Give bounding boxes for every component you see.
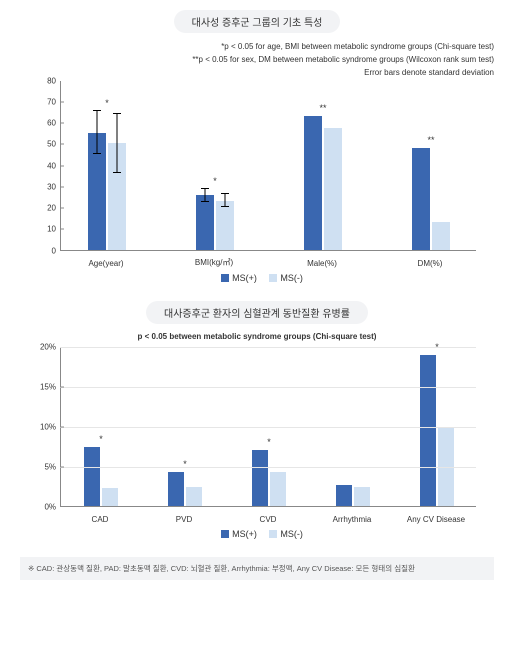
chart1-caption-1: *p < 0.05 for age, BMI between metabolic…: [20, 41, 494, 52]
error-bar: [117, 114, 118, 174]
ytick-label: 20: [30, 204, 56, 213]
xlabel: Male(%): [307, 259, 337, 268]
xlabel: DM(%): [418, 259, 443, 268]
legend-swatch-msplus: [221, 274, 229, 282]
bar: [304, 116, 322, 250]
bar: [252, 450, 268, 506]
gridline: [60, 427, 476, 428]
ytick-label: 10: [30, 225, 56, 234]
chart1-caption-2: **p < 0.05 for sex, DM between metabolic…: [20, 54, 494, 65]
error-bar: [97, 111, 98, 154]
ytick-label: 50: [30, 140, 56, 149]
legend-label-msminus: MS(-): [280, 273, 303, 283]
chart1-legend: MS(+) MS(-): [20, 273, 494, 283]
legend-swatch-msplus-2: [221, 530, 229, 538]
chart1-caption-3: Error bars denote standard deviation: [20, 67, 494, 78]
ytick-label: 0%: [30, 502, 56, 511]
ytick-label: 80: [30, 76, 56, 85]
significance-marker: **: [427, 135, 434, 145]
significance-marker: *: [267, 437, 271, 447]
ytick-label: 10%: [30, 422, 56, 431]
ytick-label: 40: [30, 161, 56, 170]
bar: [186, 487, 202, 505]
ytick-label: 15%: [30, 382, 56, 391]
ytick-label: 60: [30, 119, 56, 128]
bar: [336, 485, 352, 506]
legend-label-msplus-2: MS(+): [232, 529, 257, 539]
bar: [102, 488, 118, 506]
bar: [354, 487, 370, 505]
bar: [412, 148, 430, 250]
bar: [270, 472, 286, 506]
legend-label-msminus-2: MS(-): [280, 529, 303, 539]
legend-swatch-msminus-2: [269, 530, 277, 538]
chart2-caption: p < 0.05 between metabolic syndrome grou…: [20, 332, 494, 341]
ytick-label: 0: [30, 246, 56, 255]
bar: [84, 447, 100, 505]
legend-swatch-msminus: [269, 274, 277, 282]
bar: [196, 195, 214, 249]
chart2-xlabels: CAD PVD CVD Arrhythmia Any CV Disease: [60, 507, 476, 527]
bar: [168, 472, 184, 506]
bar: [420, 355, 436, 505]
xlabel: Arrhythmia: [333, 515, 372, 524]
xlabel: PVD: [176, 515, 192, 524]
footnote: ※ CAD: 관상동맥 질환, PAD: 말초동맥 질환, CVD: 뇌혈관 질…: [20, 557, 494, 580]
chart2-area: **** CADPVDCVDArrhythmiaAny CV Disease 0…: [30, 347, 484, 527]
significance-marker: **: [319, 103, 326, 113]
chart1-plot: ******: [60, 81, 476, 251]
chart1-xlabels: Age(year) BMI(kg/㎡) Male(%) DM(%): [60, 251, 476, 271]
ytick-label: 5%: [30, 462, 56, 471]
xlabel: CVD: [260, 515, 277, 524]
significance-marker: *: [105, 98, 109, 108]
xlabel: Any CV Disease: [407, 515, 465, 524]
xlabel: CAD: [92, 515, 109, 524]
legend-label-msplus: MS(+): [232, 273, 257, 283]
bar: [324, 128, 342, 249]
ytick-label: 20%: [30, 342, 56, 351]
chart2-title: 대사증후군 환자의 심혈관계 동반질환 유병률: [146, 301, 368, 324]
gridline: [60, 467, 476, 468]
bar: [432, 222, 450, 250]
significance-marker: *: [99, 434, 103, 444]
bar: [216, 201, 234, 250]
gridline: [60, 387, 476, 388]
xlabel: Age(year): [88, 259, 123, 268]
chart1-title: 대사성 증후군 그룹의 기초 특성: [174, 10, 341, 33]
ytick-label: 30: [30, 182, 56, 191]
xlabel: BMI(kg/㎡): [195, 257, 233, 268]
significance-marker: *: [213, 176, 217, 186]
ytick-label: 70: [30, 97, 56, 106]
chart2-legend: MS(+) MS(-): [20, 529, 494, 539]
chart1-area: ****** Age(year)BMI(kg/㎡)Male(%)DM(%) 01…: [30, 81, 484, 271]
gridline: [60, 347, 476, 348]
